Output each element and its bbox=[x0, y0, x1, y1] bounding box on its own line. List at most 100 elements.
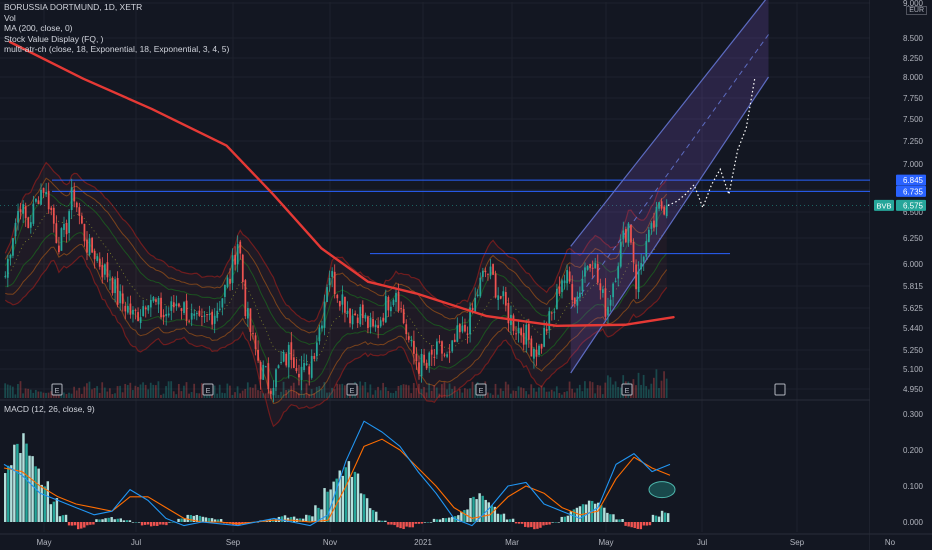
macd-histogram-bar bbox=[448, 517, 451, 522]
volume-bar bbox=[257, 390, 259, 398]
candle-body bbox=[374, 324, 377, 328]
time-axis[interactable]: May Jul Sep Nov 2021 Mar May Jul Sep No bbox=[0, 533, 932, 547]
volume-bar bbox=[88, 381, 91, 398]
volume-bar bbox=[494, 383, 497, 398]
macd-histogram-bar bbox=[25, 443, 28, 522]
macd-histogram-bar bbox=[76, 522, 80, 530]
candle-body bbox=[12, 238, 14, 256]
volume-bar bbox=[19, 381, 22, 398]
macd-histogram-bar bbox=[429, 522, 433, 523]
candle-body bbox=[236, 244, 239, 265]
channel-lower bbox=[570, 76, 770, 374]
candle-body bbox=[622, 230, 625, 240]
volume-bar bbox=[650, 383, 653, 398]
candle-body bbox=[377, 325, 380, 329]
candle-body bbox=[109, 279, 111, 281]
volume-bar bbox=[287, 389, 290, 398]
indicator-stock-value[interactable]: Stock Value Display (FQ, ) bbox=[4, 33, 104, 44]
candle-body bbox=[70, 187, 73, 211]
candle-body bbox=[515, 333, 517, 335]
candle-body bbox=[295, 367, 298, 372]
macd-histogram-bar bbox=[198, 515, 202, 522]
candle-body bbox=[165, 314, 168, 317]
candle-body bbox=[321, 325, 323, 329]
volume-bar bbox=[241, 390, 244, 398]
candle-body bbox=[344, 296, 346, 313]
volume-bar bbox=[200, 383, 203, 398]
volume-bar bbox=[535, 391, 538, 398]
macd-histogram-bar bbox=[587, 500, 591, 522]
candle-body bbox=[647, 229, 650, 242]
indicator-ma[interactable]: MA (200, close, 0) bbox=[4, 23, 73, 33]
volume-bar bbox=[149, 382, 152, 398]
candle-body bbox=[239, 241, 242, 254]
volume-bar bbox=[195, 393, 198, 398]
candle-body bbox=[229, 278, 231, 284]
macd-histogram-bar bbox=[502, 513, 506, 522]
macd-tick-label: 0.200 bbox=[903, 446, 924, 455]
candle-body bbox=[190, 313, 193, 320]
candle-body bbox=[660, 201, 663, 209]
volume-bar bbox=[504, 381, 507, 398]
candle-body bbox=[543, 327, 546, 347]
candle-body bbox=[198, 310, 201, 316]
candle-body bbox=[407, 336, 410, 340]
volume-bar bbox=[338, 384, 341, 398]
volume-bar bbox=[313, 393, 316, 398]
macd-histogram-bar bbox=[131, 522, 135, 523]
volume-bar bbox=[405, 384, 408, 398]
macd-histogram-bar bbox=[368, 508, 372, 522]
candle-body bbox=[553, 311, 556, 313]
candle-body bbox=[540, 344, 543, 349]
volume-bar bbox=[109, 388, 111, 398]
indicator-atr-channel[interactable]: multi-atr-ch (close, 18, Exponential, 18… bbox=[4, 44, 230, 54]
macd-histogram-bar bbox=[162, 522, 165, 525]
candle-body bbox=[520, 328, 523, 336]
volume-bar bbox=[231, 394, 234, 398]
projection-path[interactable] bbox=[667, 76, 756, 210]
candle-body bbox=[193, 313, 196, 316]
earnings-marker bbox=[202, 383, 214, 396]
candle-body bbox=[453, 339, 456, 342]
macd-histogram-bar bbox=[618, 519, 621, 522]
volume-bar bbox=[361, 385, 364, 398]
candle-body bbox=[282, 351, 285, 362]
candle-body bbox=[619, 241, 622, 267]
candle-body bbox=[211, 311, 214, 325]
regression-channel[interactable] bbox=[570, 0, 770, 374]
candle-body bbox=[50, 207, 53, 210]
macd-histogram-bar bbox=[441, 518, 445, 522]
candle-body bbox=[201, 315, 203, 317]
macd-histogram-bar bbox=[165, 522, 168, 526]
macd-histogram-bar bbox=[10, 465, 13, 522]
macd-histogram-bar bbox=[146, 522, 150, 525]
volume-bar bbox=[75, 390, 78, 398]
candle-body bbox=[367, 316, 369, 329]
volume-bar bbox=[193, 383, 196, 398]
macd-histogram-bar bbox=[517, 522, 521, 524]
price-axis[interactable]: 9.000 8.500 8.250 8.000 7.750 7.500 7.250 7.000… bbox=[870, 0, 932, 550]
candle-body bbox=[247, 308, 249, 319]
price-tick-label: 5.250 bbox=[903, 346, 924, 355]
macd-histogram-bar bbox=[381, 520, 384, 522]
candle-body bbox=[349, 308, 351, 324]
macd-tick-label: 0.100 bbox=[903, 482, 924, 491]
macd-histogram-bar bbox=[16, 443, 19, 522]
macd-histogram-bar bbox=[542, 522, 545, 526]
volume-bar bbox=[410, 393, 413, 398]
volume-bar bbox=[509, 393, 512, 398]
channel-upper bbox=[570, 0, 767, 247]
volume-bar bbox=[486, 392, 489, 398]
macd-title[interactable]: MACD (12, 26, close, 9) bbox=[4, 404, 95, 414]
symbol-title[interactable]: BORUSSIA DORTMUND, 1D, XETR bbox=[4, 2, 143, 12]
candle-body bbox=[405, 324, 408, 335]
volume-bar bbox=[323, 382, 326, 398]
macd-histogram-bar bbox=[505, 519, 509, 522]
earnings-marker bbox=[621, 383, 633, 396]
indicator-vol[interactable]: Vol bbox=[4, 12, 16, 23]
candle-body bbox=[382, 317, 385, 322]
macd-histogram-bar bbox=[128, 520, 132, 522]
volume-bar bbox=[333, 389, 336, 398]
